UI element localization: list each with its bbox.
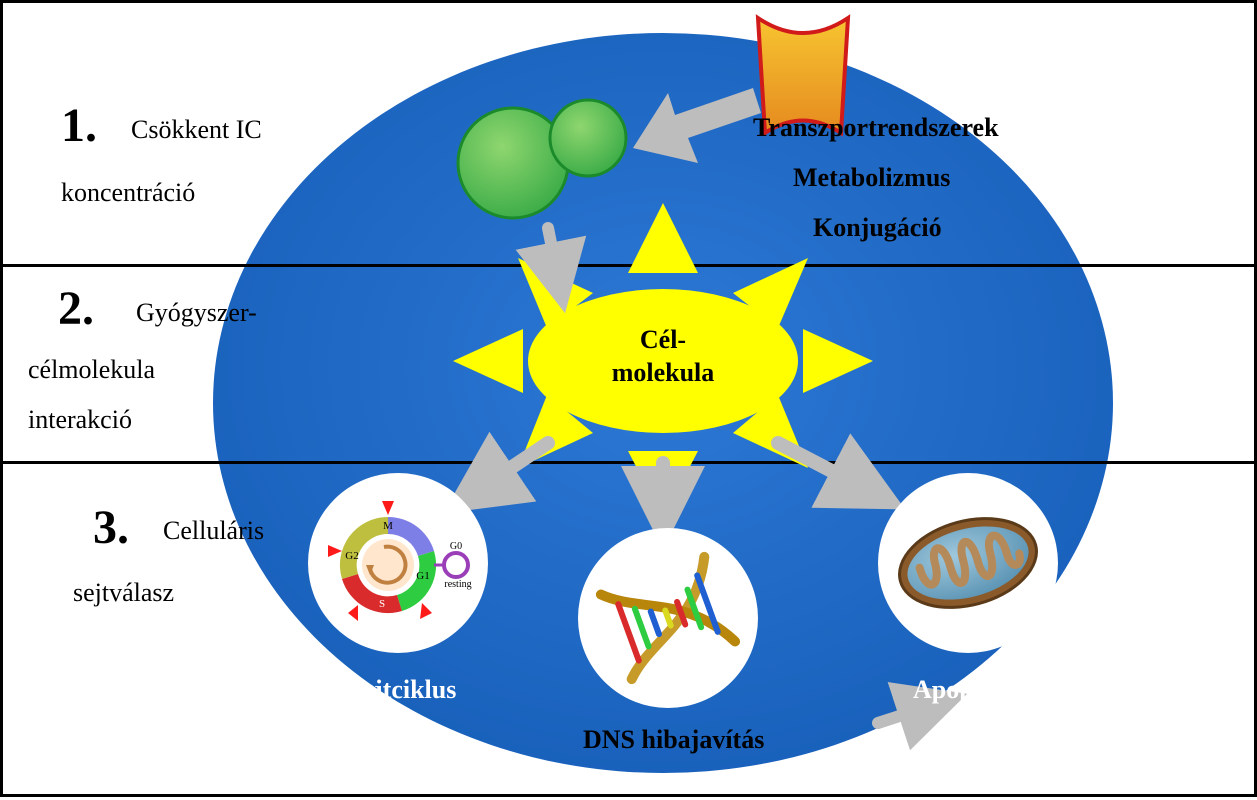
resting-label: resting <box>444 579 471 590</box>
rl-transport: Transzportrendszerek <box>753 113 999 143</box>
bl-cellcycle: Sejtciklus <box>348 675 456 705</box>
g0-label: G0 <box>450 541 462 552</box>
diagram-canvas: Cél- molekula <box>0 0 1257 797</box>
arrow-channel-to-vesicle <box>633 88 761 163</box>
sec3-l2: sejtválasz <box>73 578 174 608</box>
dna-icon <box>578 528 758 708</box>
sec3-l1: Celluláris <box>163 516 264 546</box>
svg-text:G1: G1 <box>416 570 429 582</box>
rl-metab: Metabolizmus <box>793 163 950 193</box>
sec2-l1: Gyógyszer- <box>136 298 257 328</box>
sec1-num: 1. <box>61 98 97 153</box>
mito-icon <box>878 473 1058 653</box>
arrow-to-apoptosis <box>778 443 868 490</box>
sec2-num: 2. <box>58 281 94 336</box>
arrow-to-cellcycle <box>478 443 548 490</box>
arrow-vesicle-down <box>548 228 558 278</box>
sec1-l2: koncentráció <box>61 178 195 208</box>
svg-text:M: M <box>383 520 393 532</box>
arrow-dna-to-apopt <box>878 705 933 723</box>
bl-dna: DNS hibajavítás <box>583 725 764 755</box>
svg-text:G2: G2 <box>345 550 358 562</box>
sec3-num: 3. <box>93 500 129 555</box>
sec2-l2: célmolekula <box>28 355 155 385</box>
svg-text:S: S <box>379 598 385 610</box>
sec2-l3: interakció <box>28 405 132 435</box>
rl-konj: Konjugáció <box>813 213 942 243</box>
cellcycle-icon: M G1 S G2 G0 resting <box>308 473 488 653</box>
bl-apopt: Apoptózis <box>913 675 1024 705</box>
sec1-l1: Csökkent IC <box>131 115 262 145</box>
